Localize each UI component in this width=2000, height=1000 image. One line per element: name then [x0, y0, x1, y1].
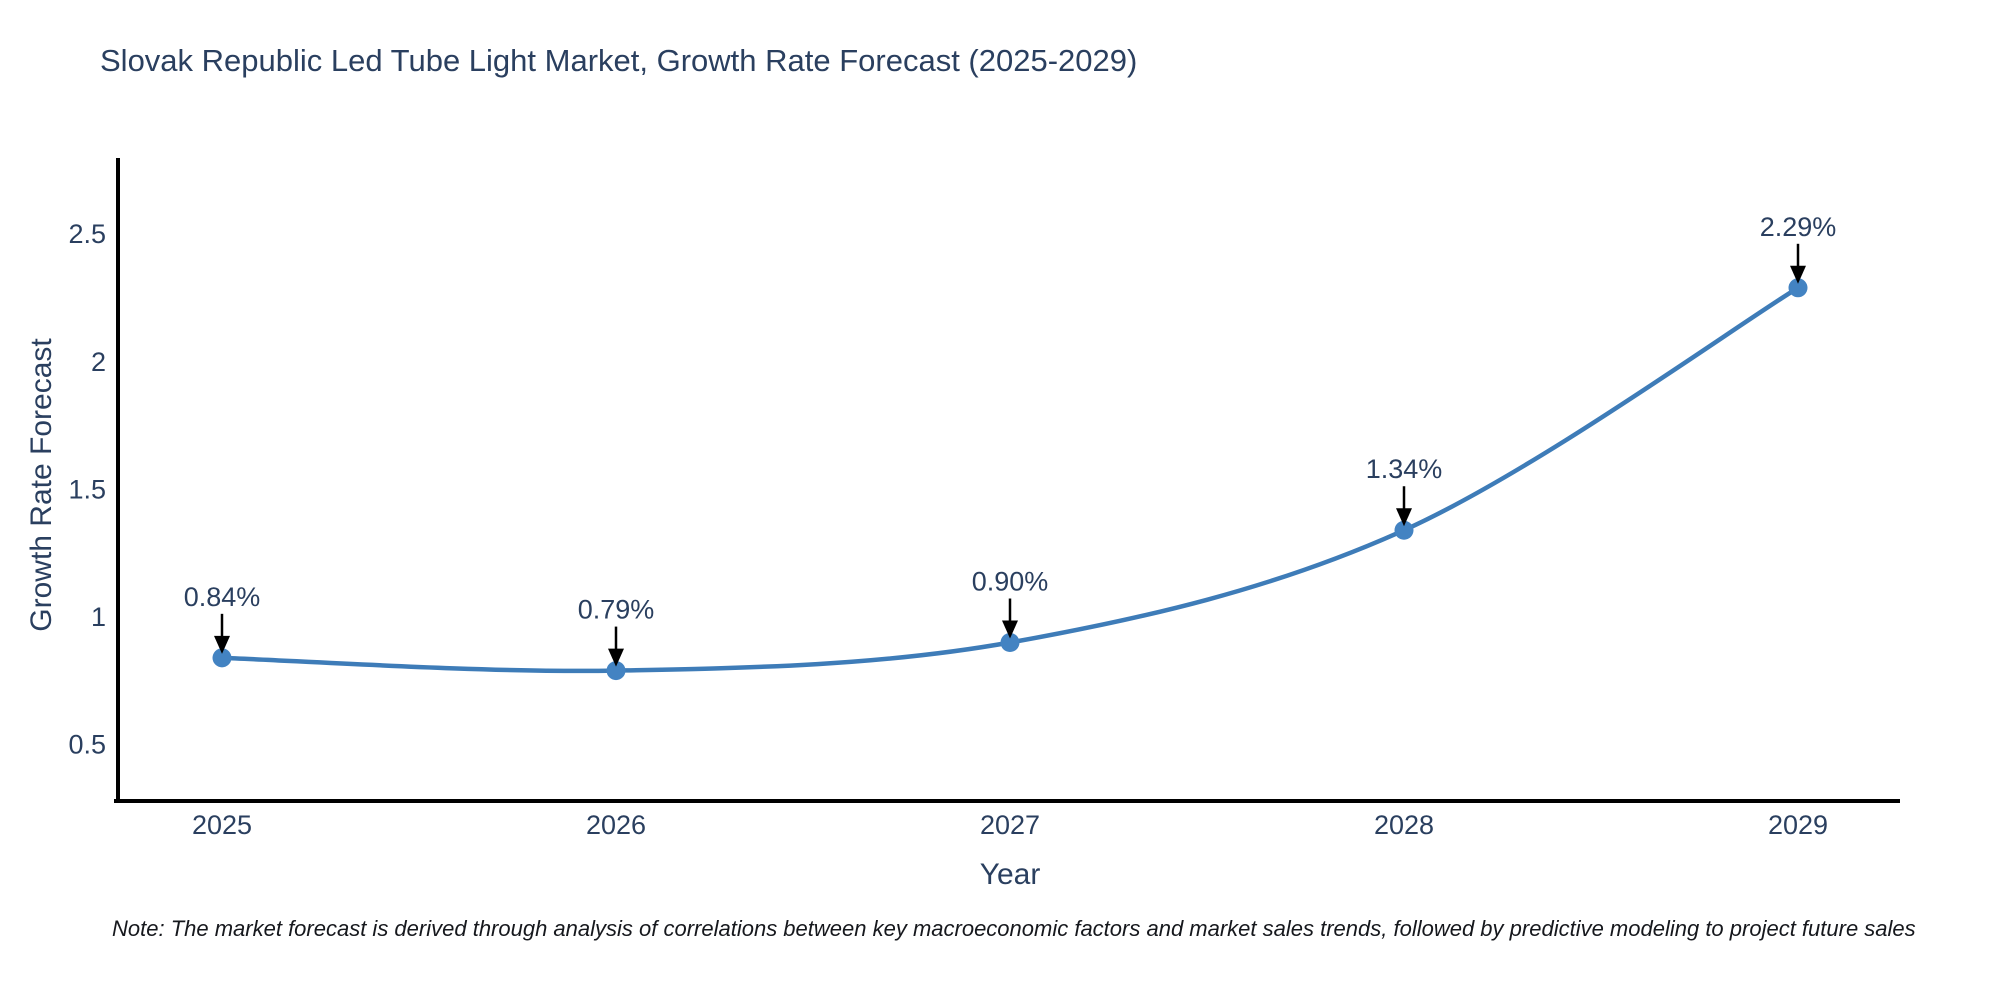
point-value-label: 1.34%	[1366, 454, 1443, 484]
footnote: Note: The market forecast is derived thr…	[112, 916, 1916, 941]
data-point-marker	[212, 648, 232, 668]
annotation-arrowhead	[1396, 508, 1412, 527]
annotation-arrowhead	[214, 635, 230, 654]
annotation-arrowhead	[1790, 265, 1806, 284]
x-tick-label: 2027	[980, 810, 1040, 840]
x-axis-title: Year	[979, 858, 1041, 891]
y-tick-label: 2	[91, 347, 106, 377]
annotation-arrowhead	[1002, 620, 1018, 639]
data-point-marker	[1000, 633, 1020, 653]
y-tick-label: 2.5	[68, 219, 106, 249]
data-point-marker	[1394, 520, 1414, 540]
chart-title: Slovak Republic Led Tube Light Market, G…	[100, 43, 1138, 78]
point-value-label: 0.79%	[578, 595, 655, 625]
point-value-label: 2.29%	[1760, 212, 1837, 242]
x-tick-label: 2026	[586, 810, 646, 840]
point-value-label: 0.90%	[972, 567, 1049, 597]
y-tick-label: 1	[91, 602, 106, 632]
y-tick-label: 1.5	[68, 474, 106, 504]
y-tick-label: 0.5	[68, 730, 106, 760]
annotation-arrowhead	[608, 648, 624, 667]
x-tick-label: 2025	[192, 810, 252, 840]
trend-line	[219, 285, 1801, 674]
data-point-marker	[1788, 278, 1808, 298]
point-value-label: 0.84%	[184, 582, 261, 612]
x-tick-label: 2029	[1768, 810, 1828, 840]
x-tick-label: 2028	[1374, 810, 1434, 840]
data-point-marker	[606, 661, 626, 681]
